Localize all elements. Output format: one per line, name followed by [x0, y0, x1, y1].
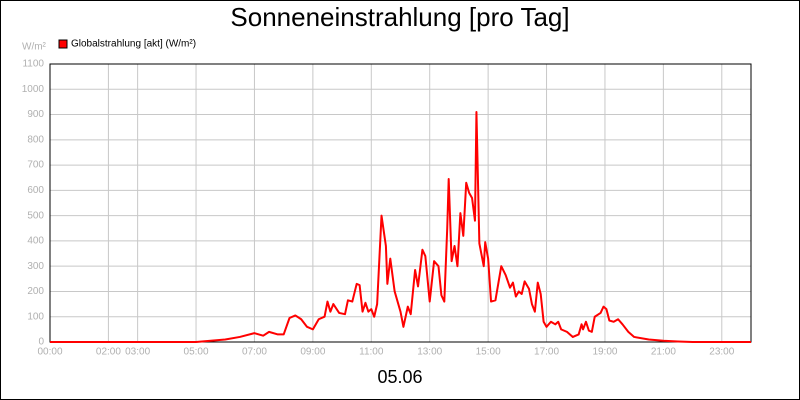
y-tick-label: 0	[38, 337, 44, 348]
x-tick-label: 05:00	[184, 347, 209, 358]
y-tick-label: 300	[27, 261, 44, 272]
chart-title: Sonneneinstrahlung [pro Tag]	[230, 2, 569, 32]
data-line	[50, 111, 751, 343]
y-tick-label: 900	[27, 109, 44, 120]
legend-swatch	[58, 39, 68, 49]
y-tick-label: 700	[27, 160, 44, 171]
y-tick-label: 600	[27, 185, 44, 196]
y-unit: W/m²	[22, 42, 47, 53]
x-tick-label: 13:00	[417, 347, 442, 358]
y-tick-label: 800	[27, 134, 44, 145]
x-tick-label: 07:00	[242, 347, 267, 358]
x-tick-label: 21:00	[651, 347, 676, 358]
x-tick-label: 02:00	[96, 347, 121, 358]
x-tick-label: 00:00	[37, 347, 62, 358]
legend-label: Globalstrahlung [akt] (W/m²)	[71, 39, 196, 50]
x-tick-label: 19:00	[592, 347, 617, 358]
y-tick-label: 1100	[22, 59, 44, 70]
x-tick-label: 15:00	[476, 347, 501, 358]
plot-border	[49, 63, 752, 343]
x-tick-label: 11:00	[359, 347, 384, 358]
x-tick-label: 23:00	[709, 347, 734, 358]
x-tick-label: 03:00	[125, 347, 150, 358]
y-tick-label: 400	[27, 236, 44, 247]
x-axis-label: 05.06	[377, 367, 422, 387]
y-tick-label: 100	[27, 311, 44, 322]
x-tick-label: 17:00	[534, 347, 559, 358]
y-tick-label: 500	[27, 210, 44, 221]
y-tick-label: 1000	[22, 84, 45, 95]
y-tick-label: 200	[27, 286, 44, 297]
x-tick-label: 09:00	[300, 347, 325, 358]
